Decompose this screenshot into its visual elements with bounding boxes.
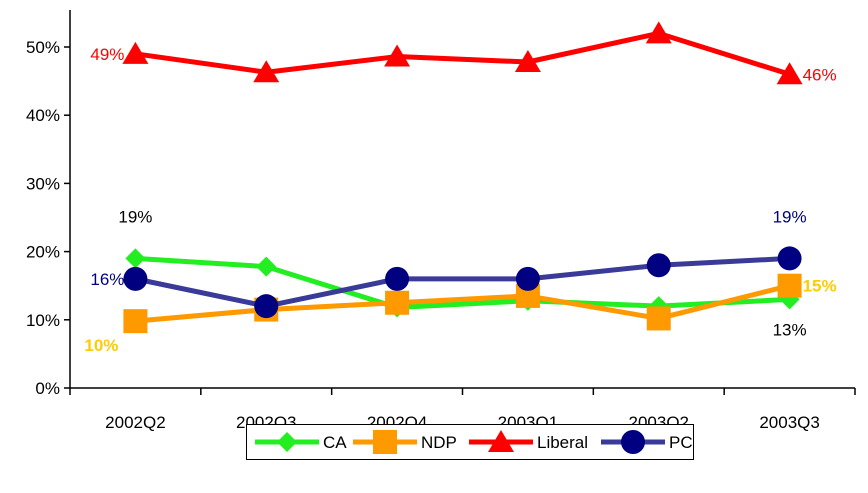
data-label: 19% bbox=[118, 207, 152, 226]
data-label: 49% bbox=[90, 45, 124, 64]
data-label: 13% bbox=[773, 320, 807, 339]
legend-label-liberal: Liberal bbox=[537, 433, 588, 452]
point-pc bbox=[515, 266, 540, 291]
legend-items: CA NDP Liberal PC bbox=[255, 430, 693, 454]
legend-label-pc: PC bbox=[669, 433, 693, 452]
legend-marker-liberal bbox=[488, 430, 514, 452]
y-tick-label: 30% bbox=[26, 174, 60, 193]
point-liberal bbox=[384, 44, 411, 67]
series-line-pc bbox=[134, 255, 790, 309]
point-pc bbox=[123, 266, 148, 291]
legend-marker-ndp bbox=[373, 430, 397, 454]
legend-item-ndp: NDP bbox=[353, 430, 457, 454]
y-tick-label: 50% bbox=[26, 38, 60, 57]
y-tick-label: 40% bbox=[26, 106, 60, 125]
point-liberal bbox=[776, 62, 803, 85]
data-label: 10% bbox=[84, 336, 118, 355]
point-ndp bbox=[646, 306, 671, 331]
legend-item-pc: PC bbox=[601, 430, 693, 454]
series-line-ndp bbox=[135, 283, 791, 324]
point-liberal bbox=[122, 41, 149, 64]
x-tick-label: 2002Q2 bbox=[105, 413, 166, 432]
x-tick-label: 2003Q3 bbox=[759, 413, 820, 432]
point-pc bbox=[646, 253, 671, 278]
point-ca bbox=[125, 248, 146, 269]
data-label: 16% bbox=[90, 270, 124, 289]
point-ca bbox=[256, 256, 277, 277]
legend-marker-ca bbox=[277, 432, 297, 452]
legend-label-ndp: NDP bbox=[421, 433, 457, 452]
series-pc bbox=[123, 246, 802, 319]
series-liberal bbox=[122, 21, 803, 85]
legend-label-ca: CA bbox=[323, 433, 347, 452]
series-layer bbox=[122, 21, 803, 334]
y-tick-label: 0% bbox=[35, 379, 60, 398]
annotation-layer: 49% 46% 19% 16% 10% 19% 15% 13% bbox=[84, 45, 836, 355]
point-pc bbox=[254, 294, 279, 319]
y-tick-label: 10% bbox=[26, 311, 60, 330]
series-line-ca bbox=[135, 255, 790, 311]
legend-marker-pc bbox=[621, 430, 645, 454]
point-liberal bbox=[514, 50, 541, 73]
point-pc bbox=[385, 266, 410, 291]
point-liberal bbox=[253, 60, 280, 83]
point-ndp bbox=[777, 273, 802, 298]
point-ndp bbox=[385, 290, 410, 315]
data-label: 46% bbox=[803, 65, 837, 84]
point-liberal bbox=[645, 21, 672, 44]
point-ndp bbox=[123, 309, 148, 334]
y-tick-label: 20% bbox=[26, 243, 60, 262]
axes: 0%10%20%30%40%50%2002Q2 2002Q3 2002Q4 2003Q… bbox=[26, 10, 856, 432]
legend: CA NDP Liberal PC bbox=[246, 424, 694, 460]
data-label: 15% bbox=[803, 277, 837, 296]
data-label: 19% bbox=[773, 207, 807, 226]
legend-item-ca: CA bbox=[255, 432, 347, 452]
legend-item-liberal: Liberal bbox=[469, 430, 588, 452]
series-line-liberal bbox=[135, 30, 791, 77]
point-pc bbox=[777, 246, 802, 271]
